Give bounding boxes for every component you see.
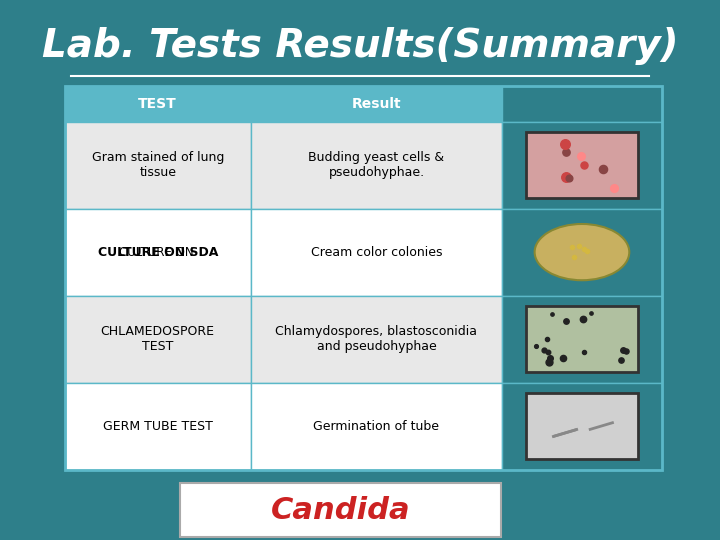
Bar [65, 86, 662, 470]
Text: Germination of tube: Germination of tube [313, 420, 439, 433]
Ellipse shape [535, 224, 629, 280]
Bar [65, 122, 251, 208]
Bar [526, 393, 638, 460]
Bar [251, 86, 503, 122]
Text: GERM TUBE TEST: GERM TUBE TEST [103, 420, 212, 433]
Bar [503, 208, 662, 296]
Text: Gram stained of lung
tissue: Gram stained of lung tissue [91, 151, 224, 179]
Text: Budding yeast cells &
pseudohyphae.: Budding yeast cells & pseudohyphae. [308, 151, 444, 179]
Text: Result: Result [351, 97, 401, 111]
Bar [251, 296, 503, 383]
Text: Candida: Candida [271, 496, 410, 525]
Bar [503, 86, 662, 122]
Bar [503, 296, 662, 383]
Text: Cream color colonies: Cream color colonies [311, 246, 442, 259]
Bar [181, 483, 501, 537]
Bar [65, 296, 251, 383]
Text: TEST: TEST [138, 97, 177, 111]
Text: Lab. Tests Results(Summary): Lab. Tests Results(Summary) [42, 27, 678, 65]
Bar [503, 383, 662, 470]
Text: Chlamydospores, blastosconidia
and pseudohyphae: Chlamydospores, blastosconidia and pseud… [276, 325, 477, 353]
Bar [65, 86, 251, 122]
Text: CHLAMEDOSPORE
TEST: CHLAMEDOSPORE TEST [101, 325, 215, 353]
Bar [251, 208, 503, 296]
Bar [503, 122, 662, 208]
Text: CULTURE ON SDA: CULTURE ON SDA [97, 246, 218, 259]
Bar [526, 306, 638, 372]
Text: CULTURE ON: CULTURE ON [119, 246, 197, 259]
Bar [65, 208, 251, 296]
Bar [526, 132, 638, 198]
Bar [251, 122, 503, 208]
Bar [251, 383, 503, 470]
Bar [65, 383, 251, 470]
